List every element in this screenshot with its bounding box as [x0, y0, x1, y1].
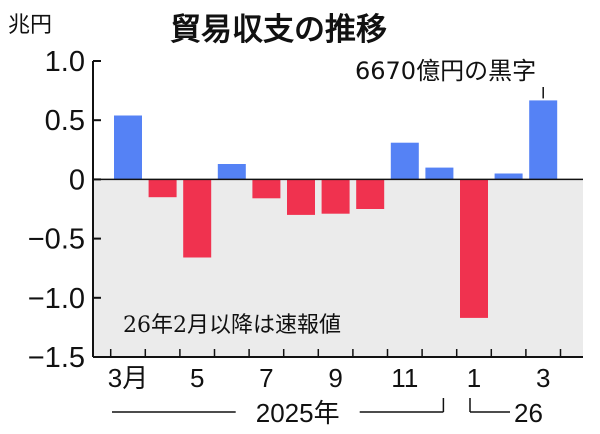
unit-label: 兆円 — [8, 13, 52, 38]
bar-8月 — [287, 179, 315, 215]
bar-2月 — [494, 173, 523, 180]
bar-3月 — [529, 100, 558, 180]
bar-9月 — [321, 179, 350, 214]
bar-3月 — [114, 115, 142, 180]
y-tick-label: −1.5 — [28, 342, 85, 374]
bar-12月 — [425, 167, 454, 180]
bar-6月 — [217, 164, 246, 180]
bar-7月 — [252, 179, 281, 199]
bar-11月 — [390, 142, 419, 180]
year-label-2026: 26 — [514, 398, 543, 428]
bar-1月 — [460, 179, 488, 318]
x-ticks-group: 3月 5 7 9 11 1 3 — [108, 349, 562, 393]
chart-title: 貿易収支の推移 — [170, 12, 387, 48]
annotation-label: 6670億円の黒字 — [355, 57, 536, 85]
year-label-2025: 2025年 — [256, 398, 340, 428]
x-tick-label: 3月 — [108, 363, 148, 393]
bar-4月 — [148, 179, 177, 198]
y-tick-label: −0.5 — [28, 224, 85, 256]
x-tick-label: 5 — [190, 363, 204, 393]
y-tick-label: 0 — [69, 164, 85, 196]
year-labels-group: 2025年 26 — [112, 398, 543, 428]
preliminary-note: 26年2月以降は速報値 — [123, 313, 341, 338]
bars-group — [114, 100, 558, 318]
x-tick-label: 9 — [328, 363, 342, 393]
bar-10月 — [356, 179, 385, 209]
y-tick-label: 1.0 — [45, 46, 85, 78]
y-tick-label: −1.0 — [28, 283, 85, 315]
x-tick-label: 7 — [259, 363, 273, 393]
bar-5月 — [183, 179, 212, 258]
x-tick-label: 11 — [391, 363, 418, 393]
x-tick-label: 1 — [467, 363, 481, 393]
y-tick-label: 0.5 — [45, 105, 85, 137]
y-ticks-group: 1.0 0.5 0 −0.5 −1.0 −1.5 — [28, 46, 101, 374]
axes-group — [92, 61, 583, 358]
x-tick-label: 3 — [536, 363, 550, 393]
